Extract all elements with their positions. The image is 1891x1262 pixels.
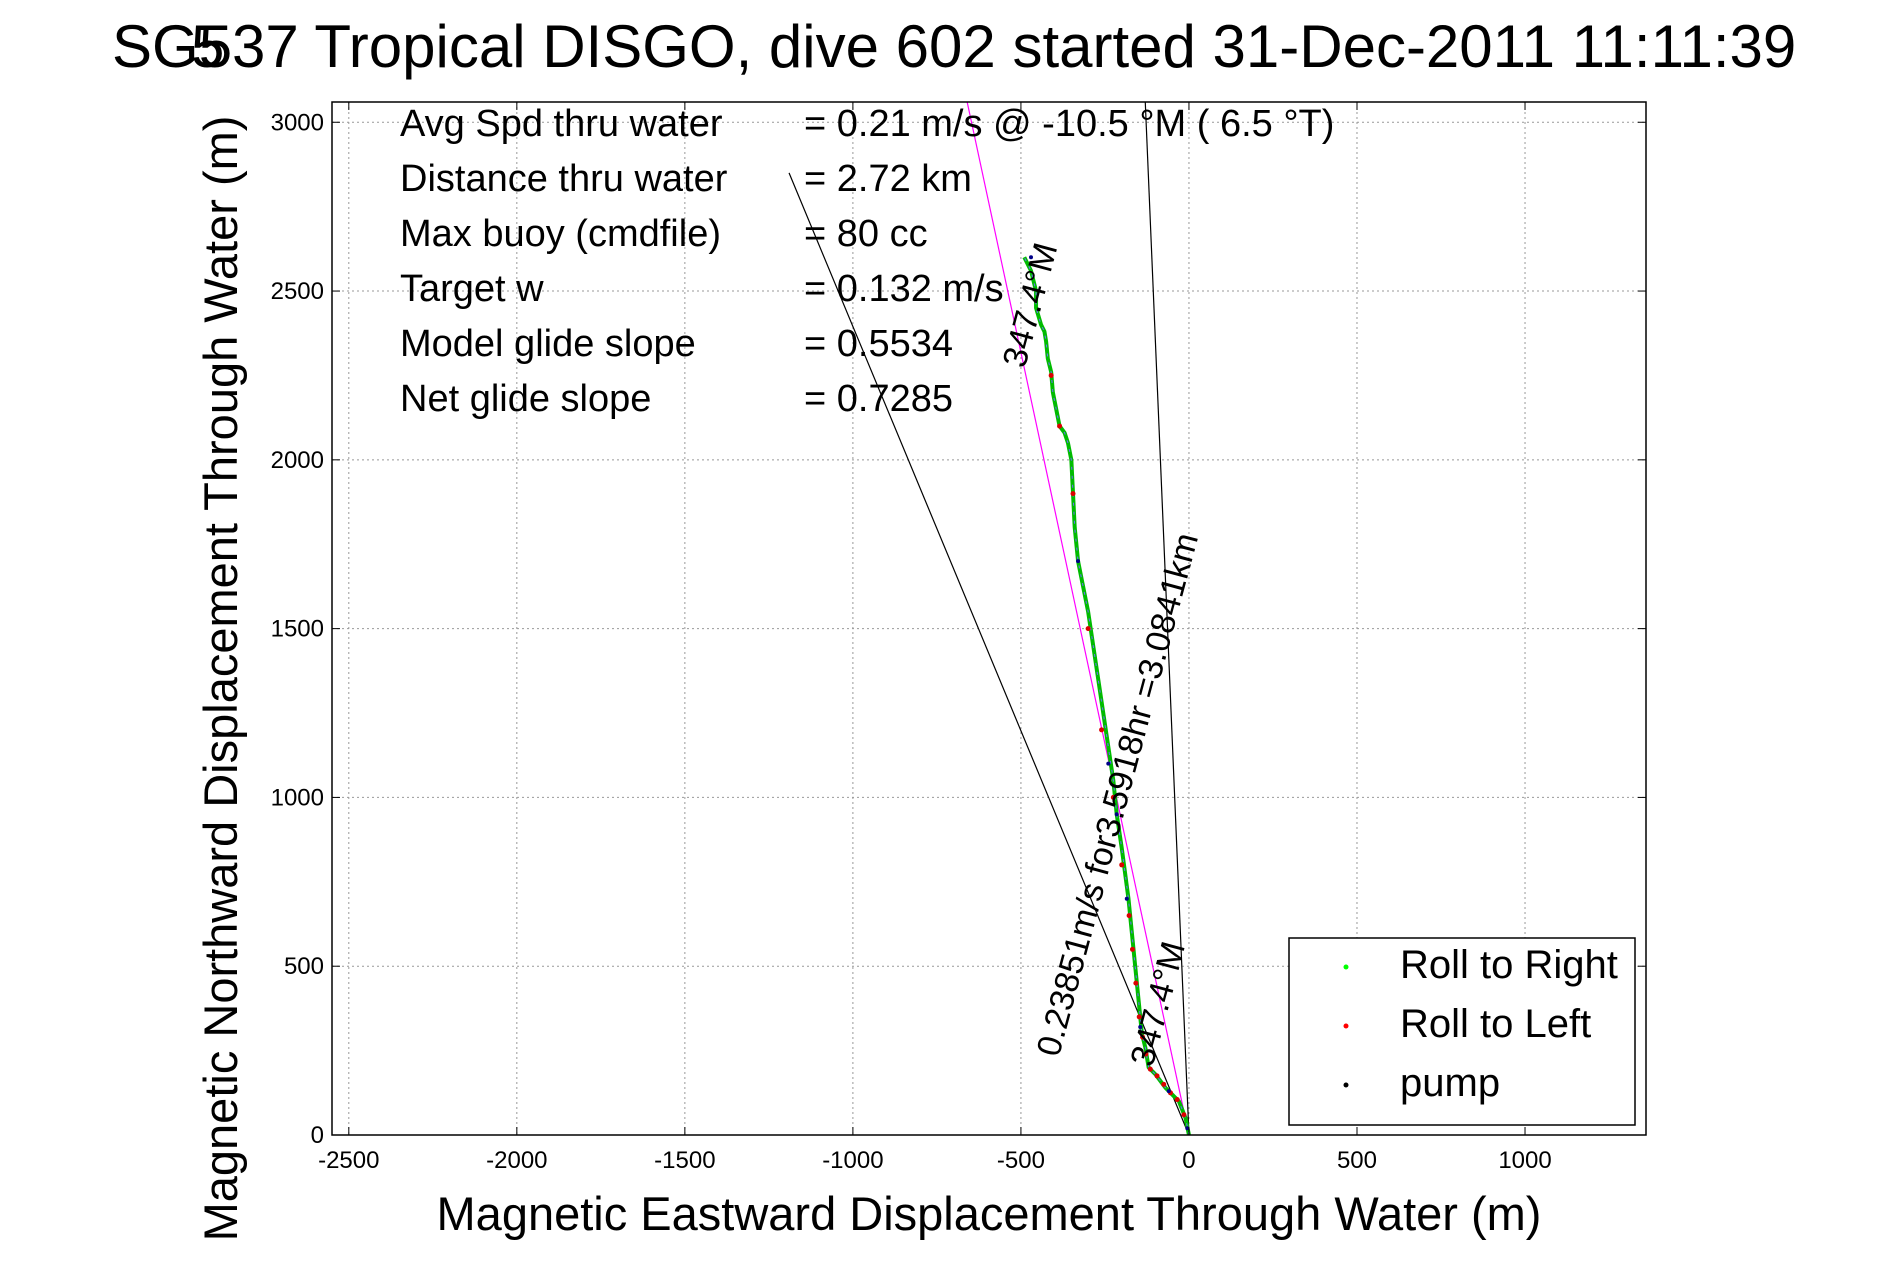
- legend-marker: [1343, 964, 1349, 970]
- roll-left-point: [1136, 1014, 1142, 1020]
- reference-line-black-wide-left: [788, 172, 1190, 1136]
- pump-point: [1185, 1126, 1190, 1131]
- roll-left-point: [1129, 946, 1135, 952]
- reference-lines: [788, 101, 1190, 1136]
- roll-left-point: [1085, 626, 1091, 632]
- roll-left-point: [1126, 913, 1132, 919]
- stat-label: Net glide slope: [400, 378, 651, 420]
- track-overlay: [1023, 257, 1190, 1136]
- roll-left-point: [1147, 1066, 1153, 1072]
- annotations: 347.4°M0.23851m/s for3.5918hr =3.0841km3…: [996, 239, 1206, 1070]
- roll-left-point: [1154, 1073, 1160, 1079]
- roll-left-point: [1174, 1097, 1180, 1103]
- roll-left-point: [1119, 862, 1125, 868]
- x-tick-label: -2500: [318, 1147, 379, 1174]
- annotation-label: 347.4°M: [996, 239, 1066, 372]
- x-tick-label: 1000: [1498, 1147, 1551, 1174]
- roll-left-point: [1048, 372, 1054, 378]
- chart-title-overlay: 5: [191, 13, 224, 80]
- chart-title: SG537 Tropical DISGO, dive 602 started 3…: [112, 13, 1796, 80]
- stat-label: Max buoy (cmdfile): [400, 213, 721, 255]
- roll-left-point: [1161, 1081, 1167, 1087]
- x-axis-label: Magnetic Eastward Displacement Through W…: [437, 1187, 1542, 1240]
- legend-label: Roll to Right: [1400, 943, 1618, 987]
- reference-line-black-near-vertical: [1144, 101, 1190, 1136]
- stat-value: = 0.21 m/s @ -10.5 °M ( 6.5 °T): [804, 103, 1334, 145]
- legend-label: pump: [1400, 1061, 1500, 1105]
- track: [1022, 255, 1191, 1136]
- x-tick-label: -2000: [486, 1147, 547, 1174]
- roll-left-point: [1133, 980, 1139, 986]
- roll-left-point: [1057, 423, 1063, 429]
- y-tick-label: 0: [311, 1122, 324, 1149]
- legend-label: Roll to Left: [1400, 1002, 1591, 1046]
- stat-label: Target w: [400, 268, 544, 310]
- pump-point: [1076, 559, 1081, 564]
- x-tick-label: -500: [997, 1147, 1045, 1174]
- pump-point: [1124, 896, 1129, 901]
- y-axis-label: Magnetic Northward Displacement Through …: [194, 116, 247, 1242]
- stat-label: Distance thru water: [400, 158, 728, 200]
- x-tick-label: -1500: [654, 1147, 715, 1174]
- reference-line-magenta-heading: [966, 101, 1190, 1136]
- roll-left-point: [1110, 794, 1116, 800]
- y-tick-label: 2000: [271, 447, 324, 474]
- roll-left-point: [1070, 491, 1076, 497]
- roll-left-point: [1140, 1034, 1146, 1040]
- x-tick-label: 0: [1182, 1147, 1195, 1174]
- y-tick-label: 2500: [271, 278, 324, 305]
- x-tick-label: 500: [1337, 1147, 1377, 1174]
- axes-box: [331, 101, 1647, 1136]
- ticks: -2500 -2000 -1500 -1000 -500 0 500 1000 0 500 1000…: [271, 102, 1646, 1174]
- roll-left-point: [1181, 1112, 1187, 1118]
- legend-marker: [1343, 1023, 1349, 1029]
- stat-value: = 0.7285: [804, 378, 953, 420]
- y-tick-label: 3000: [271, 109, 324, 136]
- pump-point: [1114, 812, 1119, 817]
- pump-point: [1029, 255, 1034, 260]
- stat-value: = 0.5534: [804, 323, 953, 365]
- y-tick-label: 1000: [271, 784, 324, 811]
- pump-point: [1106, 761, 1111, 766]
- roll-left-point: [1099, 727, 1105, 733]
- pump-point: [1166, 1089, 1171, 1094]
- stat-value: = 0.132 m/s: [804, 268, 1004, 310]
- y-tick-label: 500: [284, 953, 324, 980]
- legend-marker: [1343, 1082, 1349, 1088]
- stat-value: = 80 cc: [804, 213, 928, 255]
- stats-block: Avg Spd thru water = 0.21 m/s @ -10.5 °M …: [400, 103, 1334, 420]
- x-tick-label: -1000: [822, 1147, 883, 1174]
- roll-left-point: [1143, 1051, 1149, 1057]
- y-tick-label: 1500: [271, 616, 324, 643]
- stat-label: Avg Spd thru water: [400, 103, 723, 145]
- stat-label: Model glide slope: [400, 323, 696, 365]
- stat-value: = 2.72 km: [804, 158, 972, 200]
- legend: Roll to Right Roll to Left pump: [1288, 937, 1636, 1126]
- pump-point: [1138, 1024, 1143, 1029]
- legend-box: [1288, 937, 1636, 1126]
